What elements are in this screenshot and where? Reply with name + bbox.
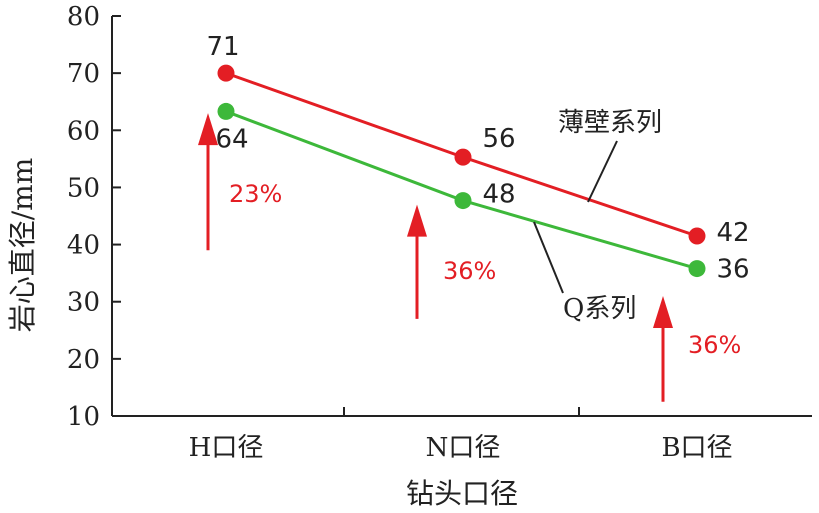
series-0-label-1: 56 [482, 124, 515, 154]
series-1-point-0 [217, 102, 235, 120]
y-tick-label-80: 80 [67, 2, 100, 32]
series-layer: 71 56 42 64 48 36 薄壁系列 Q系列 [206, 32, 749, 324]
series-0-point-1 [454, 148, 472, 166]
series-1-name-label: Q系列 [563, 294, 636, 324]
series-0-label-0: 71 [206, 32, 239, 62]
y-tick-label-10: 10 [67, 402, 100, 432]
series-0-name-label: 薄壁系列 [558, 108, 662, 138]
series-1-label-2: 36 [716, 255, 749, 285]
y-tick-label-50: 50 [67, 173, 100, 203]
y-tick-label-60: 60 [67, 116, 100, 146]
x-tick-label-2: B口径 [661, 433, 732, 463]
series-1-point-1 [454, 192, 472, 210]
arrow-head-2 [653, 296, 673, 328]
series-0-label-2: 42 [716, 218, 749, 248]
arrow-head-1 [407, 204, 427, 237]
y-tick-label-30: 30 [67, 288, 100, 318]
series-1-label-1: 48 [482, 180, 515, 210]
x-tick-label-1: N口径 [426, 433, 501, 463]
series-1-label-0: 64 [215, 124, 248, 154]
arrow-head-0 [198, 113, 218, 146]
y-axis-title: 岩心直径/mm [6, 158, 39, 333]
y-tick-label-40: 40 [67, 231, 100, 261]
series-0-point-0 [217, 64, 235, 82]
x-tick-label-0: H口径 [189, 433, 264, 463]
percent-label-0: 23% [229, 180, 282, 208]
x-axis-title: 钻头口径 [406, 477, 518, 510]
y-tick-label-20: 20 [67, 345, 100, 375]
axes: 10 20 30 40 50 60 70 80 H口径 N口径 B口径 [67, 2, 812, 463]
series-1-leader-line [533, 221, 564, 294]
series-0-leader-line [587, 140, 618, 203]
percent-label-1: 36% [443, 257, 496, 285]
percent-label-2: 36% [688, 331, 741, 359]
y-tick-label-70: 70 [67, 59, 100, 89]
annotation-layer: 23% 36% 36% [198, 113, 741, 402]
series-0-point-2 [688, 227, 706, 245]
series-1-point-2 [688, 260, 706, 278]
